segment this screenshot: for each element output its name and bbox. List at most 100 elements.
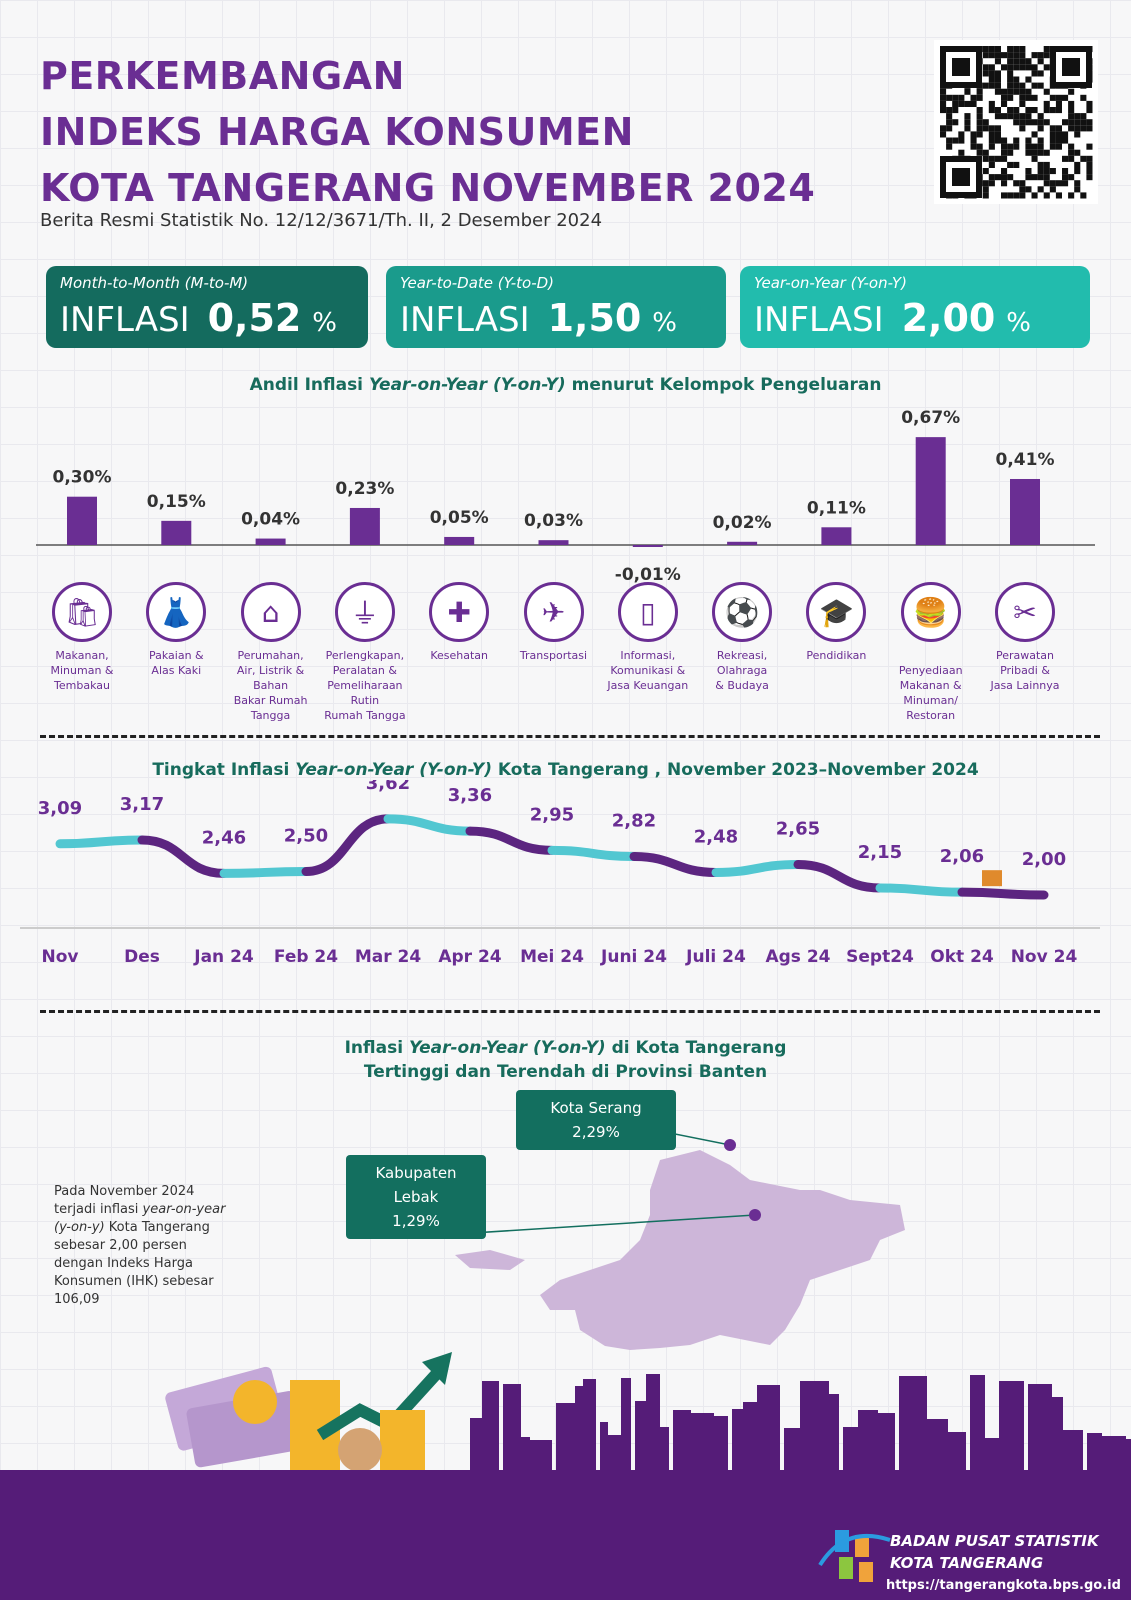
category-label-line: Rutin [350, 694, 380, 707]
divider [40, 1010, 1100, 1013]
category-label-line: Kesehatan [430, 649, 489, 662]
category-label-line: Perumahan, [237, 649, 304, 662]
card-value-row: INFLASI 1,50 % [400, 296, 712, 340]
category-label-line: Informasi, [620, 649, 676, 662]
bar [1010, 478, 1040, 545]
dress-icon: 👗 [146, 582, 207, 642]
point-label: 2,65 [776, 818, 820, 839]
category-label-line: & Budaya [715, 679, 769, 692]
point-label: 3,09 [38, 798, 82, 819]
category-label: Rekreasi, Olahraga & Budaya [699, 648, 785, 693]
card-value: 0,52 [207, 296, 302, 340]
org-city: KOTA TANGERANG [890, 1554, 1044, 1572]
point-label: 2,82 [612, 810, 656, 831]
bar-label: 0,11% [807, 498, 866, 518]
bar [915, 437, 946, 545]
summary-note: Pada November 2024 terjadi inflasi year-o… [54, 1184, 226, 1307]
bar-label: 0,04% [241, 510, 300, 530]
category-label-line: Rekreasi, [716, 649, 768, 662]
x-tick-label: Apr 24 [438, 947, 501, 967]
footer [0, 1470, 1131, 1600]
bar-label: 0,30% [53, 468, 112, 488]
line-chart: 3,09 Nov 3,17 Des 2,46 Jan 24 2,50 Feb 24 3,62 Ma… [20, 780, 1100, 967]
line-segment [711, 859, 803, 877]
category-label: Perumahan, Air, Listrik & Bahan Bakar Rumah… [228, 648, 314, 723]
category-label-line: Makanan & [899, 679, 962, 692]
bar-label: 0,03% [524, 511, 583, 531]
grocery-bag-icon: 🛍 [52, 582, 112, 642]
x-tick-label: Juni 24 [600, 947, 667, 967]
subtitle: Berita Resmi Statistik No. 12/12/3671/Th… [40, 210, 603, 231]
bar-label: 0,02% [713, 513, 772, 533]
category-label-line: Transportasi [519, 649, 588, 662]
point-label: 2,95 [530, 804, 574, 825]
point-label: 2,50 [284, 826, 328, 847]
region-value: 2,29% [572, 1123, 620, 1141]
money-illustration [165, 1352, 452, 1475]
bar-label: 0,05% [430, 508, 489, 528]
line-segment [547, 845, 639, 861]
bar [255, 538, 286, 545]
category-label: Kesehatan [416, 648, 502, 663]
category-label-line: Minuman & [50, 664, 114, 677]
category-label: Makanan, Minuman & Tembakau [39, 648, 125, 693]
category-label: Penyediaan Makanan & Minuman/Restoran [888, 648, 974, 723]
line-segment [219, 867, 311, 878]
divider [40, 735, 1100, 738]
card-unit: % [312, 308, 337, 338]
airplane-icon: ✈ [523, 582, 584, 642]
card-label: INFLASI [60, 300, 190, 340]
category-label-line: Perlengkapan, [325, 649, 405, 662]
point-label: 2,06 [940, 846, 984, 867]
line-segment [465, 826, 557, 855]
line-segment [301, 814, 393, 876]
category-label-line: Rumah Tangga [324, 709, 406, 722]
bar [632, 545, 663, 547]
category-label-line: Makanan, [55, 649, 109, 662]
bar-chart: 0,30% 0,15% 0,04% 0,23% 0,05% 0,03% -0,01% 0,02… [36, 408, 1095, 585]
category-label-line: Pakaian & [148, 649, 204, 662]
point-label: 2,15 [858, 842, 902, 863]
x-tick-label: Des [124, 947, 160, 967]
page-title: PERKEMBANGAN INDEKS HARGA KONSUMEN KOTA … [40, 48, 815, 216]
category-label-line: Olahraga [716, 664, 768, 677]
point-label: 2,00 [1022, 849, 1066, 870]
category-label-line: Peralatan & [332, 664, 397, 677]
category-label: Transportasi [511, 648, 597, 663]
line-segment [957, 887, 1049, 900]
category-label-line: Penyediaan [898, 664, 963, 677]
card-kind: Month-to-Month (M-to-M) [60, 274, 249, 292]
card-unit: % [1006, 308, 1031, 338]
line-segment [383, 814, 475, 836]
x-tick-label: Okt 24 [930, 947, 994, 967]
card-kind: Year-to-Date (Y-to-D) [400, 274, 555, 292]
org-name: BADAN PUSAT STATISTIK [890, 1532, 1099, 1550]
x-tick-label: Jan 24 [193, 947, 254, 967]
qr-code[interactable] [934, 40, 1098, 204]
x-tick-label: Sept24 [846, 947, 914, 967]
inflation-card: Year-to-Date (Y-to-D) INFLASI 1,50 % [386, 266, 726, 348]
category-label-line: Jasa Lainnya [990, 679, 1060, 692]
x-tick-label: Ags 24 [765, 947, 830, 967]
medical-kit-icon: ✚ [429, 582, 490, 642]
category-label-line: Alas Kaki [151, 664, 202, 677]
category-label-line: Tangga [250, 709, 291, 722]
website-link[interactable]: https://tangerangkota.bps.go.id [886, 1578, 1121, 1593]
region-name: Kabupaten [375, 1164, 457, 1182]
bar [349, 507, 380, 545]
card-label: INFLASI [400, 300, 530, 340]
card-label: INFLASI [754, 300, 884, 340]
category-label-line: Minuman/ [903, 694, 958, 707]
region-name: Kota Serang [550, 1099, 642, 1117]
house-icon: ⌂ [240, 582, 301, 642]
x-tick-label: Mei 24 [520, 947, 584, 967]
point-label: 3,17 [120, 794, 164, 815]
bar [727, 541, 758, 545]
callout-kabupaten-lebak: Kabupaten Lebak 1,29% [346, 1155, 486, 1239]
graduation-cap-icon: 🎓 [806, 582, 867, 642]
card-value: 2,00 [901, 296, 996, 340]
football-player-icon: ⚽ [712, 582, 773, 642]
bar-label: 0,67% [901, 408, 960, 428]
bar [444, 536, 475, 545]
burger-drink-icon: 🍔 [900, 582, 961, 642]
